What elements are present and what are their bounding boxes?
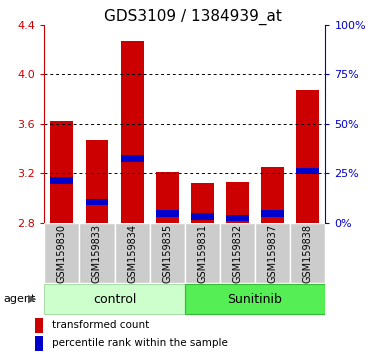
Bar bbox=[261, 210, 284, 217]
Bar bbox=[185, 223, 220, 283]
Bar bbox=[150, 223, 185, 283]
Text: GSM159833: GSM159833 bbox=[92, 224, 102, 282]
Text: GDS3109 / 1384939_at: GDS3109 / 1384939_at bbox=[104, 9, 281, 25]
Text: GSM159837: GSM159837 bbox=[268, 223, 278, 283]
Text: control: control bbox=[93, 293, 136, 306]
Bar bbox=[261, 167, 284, 223]
Bar bbox=[79, 223, 115, 283]
Text: GSM159834: GSM159834 bbox=[127, 224, 137, 282]
Text: GSM159838: GSM159838 bbox=[303, 224, 313, 282]
Text: Sunitinib: Sunitinib bbox=[228, 293, 283, 306]
Bar bbox=[85, 199, 109, 205]
Bar bbox=[296, 91, 319, 223]
Bar bbox=[44, 284, 185, 314]
Bar bbox=[115, 223, 150, 283]
Text: GSM159831: GSM159831 bbox=[198, 224, 208, 282]
Bar bbox=[35, 318, 43, 333]
Bar bbox=[35, 336, 43, 351]
Text: GSM159830: GSM159830 bbox=[57, 224, 67, 282]
Text: transformed count: transformed count bbox=[52, 320, 149, 330]
Bar bbox=[255, 223, 290, 283]
Bar bbox=[85, 140, 109, 223]
Text: percentile rank within the sample: percentile rank within the sample bbox=[52, 338, 228, 348]
Text: GSM159832: GSM159832 bbox=[233, 223, 243, 283]
Bar bbox=[50, 121, 73, 223]
Bar bbox=[226, 182, 249, 223]
Bar bbox=[121, 41, 144, 223]
Bar bbox=[290, 223, 325, 283]
Bar bbox=[191, 213, 214, 220]
Bar bbox=[156, 172, 179, 223]
Bar bbox=[185, 284, 325, 314]
Bar bbox=[121, 155, 144, 162]
Bar bbox=[50, 177, 73, 184]
Bar bbox=[226, 215, 249, 222]
Bar bbox=[296, 167, 319, 175]
Text: agent: agent bbox=[4, 294, 36, 304]
Text: ▶: ▶ bbox=[28, 294, 37, 304]
Bar bbox=[191, 183, 214, 223]
Bar bbox=[44, 223, 79, 283]
Text: GSM159835: GSM159835 bbox=[162, 223, 172, 283]
Bar bbox=[220, 223, 255, 283]
Bar bbox=[156, 210, 179, 217]
